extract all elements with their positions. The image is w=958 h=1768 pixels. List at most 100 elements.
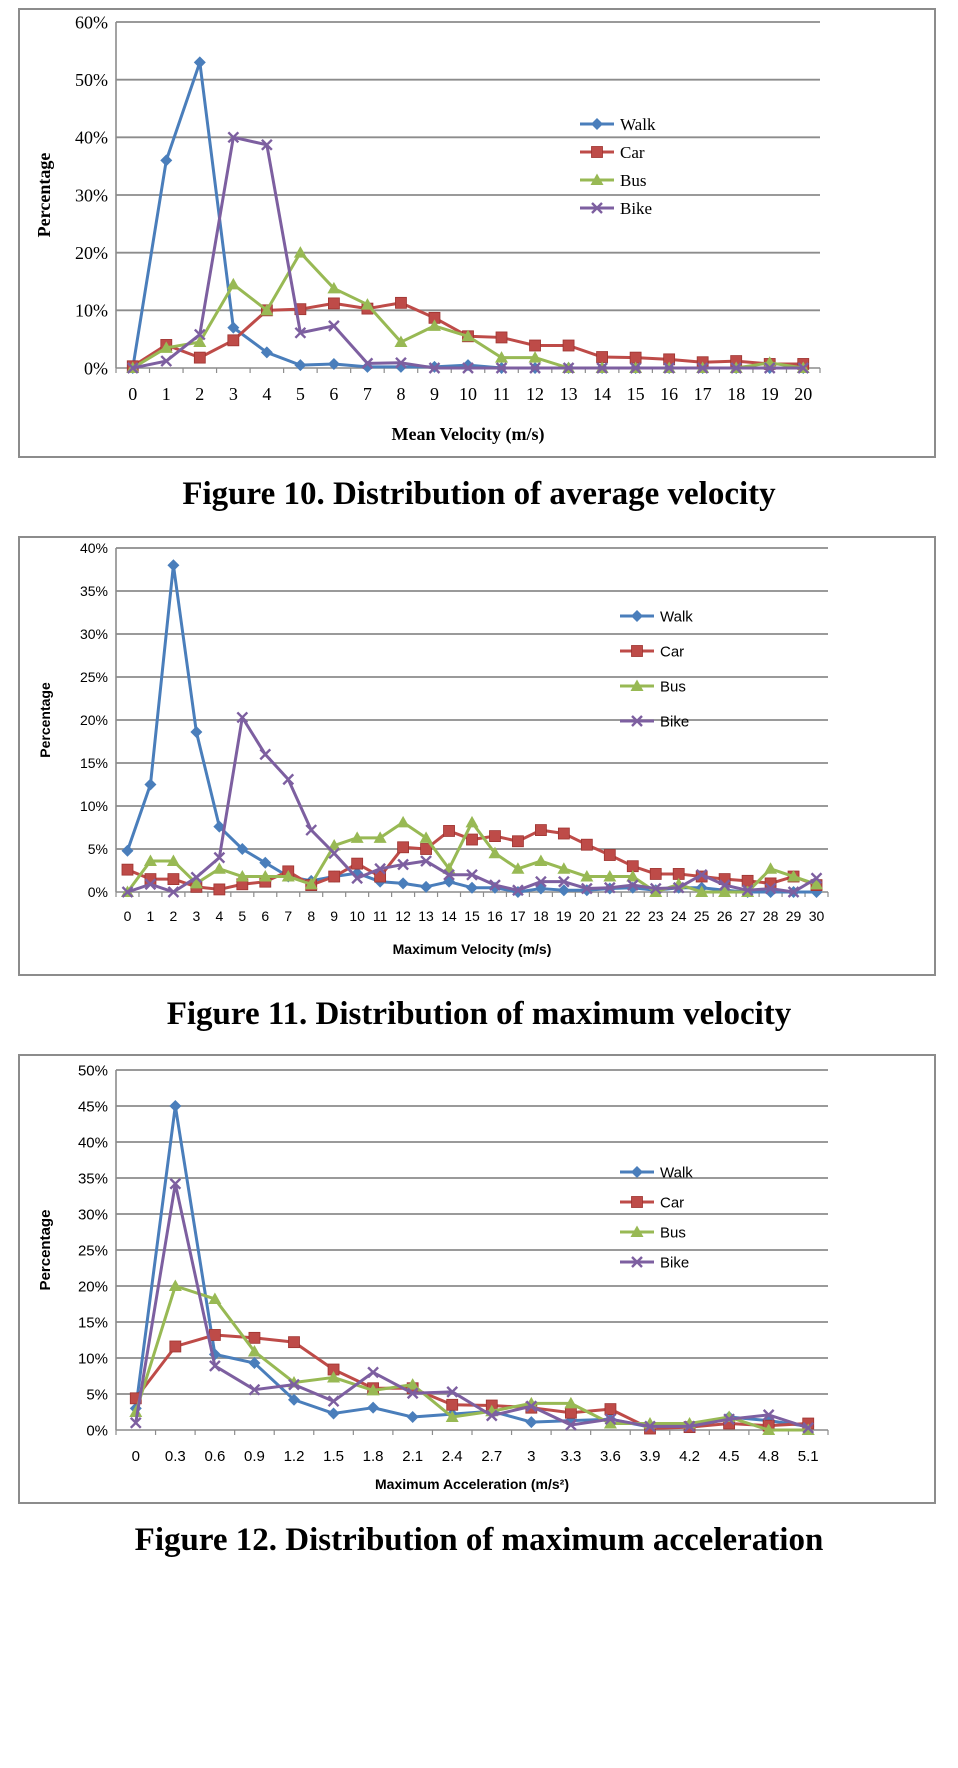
y-tick-label: 5% <box>86 1386 108 1403</box>
data-point-car <box>603 849 616 861</box>
data-point-bus <box>258 870 272 882</box>
legend-marker-bus <box>590 173 604 185</box>
data-point-bike <box>718 879 731 891</box>
data-point-bus <box>534 854 548 867</box>
data-point-car <box>193 351 206 364</box>
data-point-walk <box>169 1100 182 1112</box>
x-tick-label: 21 <box>602 908 618 924</box>
data-point-bike <box>672 881 685 894</box>
data-point-walk <box>294 359 307 372</box>
x-tick-label: 20 <box>579 908 595 924</box>
series-bike <box>126 131 810 374</box>
data-point-bus <box>810 877 824 890</box>
data-point-bus <box>419 831 433 843</box>
data-point-bus <box>396 815 410 828</box>
data-point-bike <box>512 884 524 897</box>
y-tick-label: 30% <box>75 185 108 205</box>
data-point-bike <box>282 773 295 786</box>
legend-marker-car <box>591 146 603 158</box>
data-point-bike <box>305 824 318 836</box>
x-tick-label: 1.8 <box>363 1448 384 1465</box>
x-tick-label: 8 <box>307 908 315 924</box>
data-point-bus <box>189 876 203 889</box>
x-tick-label: 5 <box>238 908 246 924</box>
x-tick-label: 1 <box>147 908 155 924</box>
data-point-walk <box>406 1411 419 1424</box>
series-walk <box>121 559 823 898</box>
data-point-bike <box>367 1366 379 1379</box>
y-tick-label: 10% <box>78 1350 108 1367</box>
x-tick-label: 8 <box>396 384 405 404</box>
x-tick-label: 3 <box>229 384 238 404</box>
data-point-bus <box>445 1410 459 1423</box>
data-point-car <box>512 835 524 848</box>
x-tick-label: 16 <box>660 384 678 404</box>
data-point-bike <box>730 362 743 374</box>
x-tick-label: 3.9 <box>640 1448 661 1465</box>
data-point-bus <box>260 303 274 316</box>
data-point-bus <box>159 341 173 353</box>
data-point-car <box>604 1403 617 1416</box>
chart-svg-maximum-velocity: 0%5%10%15%20%25%30%35%40%0 1 2 3 4 5 6 7 8 9 10 11 1… <box>37 540 829 957</box>
y-tick-label: 20% <box>80 712 108 728</box>
data-point-bus <box>168 1279 182 1291</box>
data-point-bus <box>580 870 594 882</box>
series-bus <box>120 815 824 897</box>
data-point-bike <box>294 326 307 339</box>
chart-svg-average-velocity: 0%10%20%30%40%50%60%0 1 2 3 4 5 6 7 8 9 10 11 12 13 14… <box>34 12 821 445</box>
data-point-bus <box>247 1345 261 1357</box>
x-tick-label: 9 <box>430 384 439 404</box>
data-point-walk <box>248 1357 261 1370</box>
data-point-walk <box>236 843 249 855</box>
data-point-bus <box>208 1292 222 1304</box>
data-point-bus <box>281 870 295 882</box>
x-tick-label: 2.7 <box>481 1448 502 1465</box>
x-tick-label: 17 <box>694 384 712 404</box>
data-point-walk <box>167 559 180 572</box>
x-tick-label: 12 <box>395 908 411 924</box>
data-point-bus <box>626 870 640 882</box>
y-tick-label: 20% <box>75 243 108 263</box>
data-point-car <box>649 868 662 880</box>
x-tick-label: 4 <box>215 908 223 924</box>
legend-marker-car <box>631 1196 643 1208</box>
legend-marker-bike <box>631 1256 643 1268</box>
data-point-bus <box>528 351 542 363</box>
x-tick-label: 30 <box>809 908 825 924</box>
x-tick-label: 0 <box>132 1448 140 1465</box>
data-point-car <box>529 339 541 352</box>
legend-marker-bus <box>630 1225 644 1237</box>
data-point-bike <box>626 879 639 891</box>
y-tick-label: 60% <box>75 12 108 32</box>
x-tick-label: 1 <box>162 384 171 404</box>
data-point-bike <box>810 872 823 885</box>
data-point-bike <box>209 1360 221 1372</box>
x-tick-label: 1.2 <box>284 1448 305 1465</box>
x-tick-label: 10 <box>349 908 365 924</box>
data-point-bike <box>802 1421 815 1434</box>
x-tick-label: 23 <box>648 908 664 924</box>
x-tick-label: 7 <box>284 908 292 924</box>
data-point-car <box>395 296 407 309</box>
y-axis-title: Percentage <box>37 1210 54 1291</box>
x-tick-label: 5.1 <box>798 1448 819 1465</box>
x-tick-label: 13 <box>560 384 578 404</box>
x-tick-label: 2.4 <box>442 1448 463 1465</box>
y-tick-label: 25% <box>78 1242 108 1259</box>
x-axis-title: Maximum Velocity (m/s) <box>393 941 552 957</box>
y-tick-label: 20% <box>78 1278 108 1295</box>
data-point-bike <box>741 884 754 897</box>
x-tick-label: 1.5 <box>323 1448 344 1465</box>
data-point-walk <box>288 1393 300 1406</box>
x-tick-label: 27 <box>740 908 756 924</box>
data-point-bus <box>193 335 207 348</box>
data-point-bike <box>213 851 226 864</box>
data-point-bus <box>488 846 502 859</box>
data-point-bike <box>580 882 593 895</box>
data-point-bus <box>695 885 709 897</box>
y-tick-label: 30% <box>78 1206 108 1223</box>
x-tick-label: 26 <box>717 908 733 924</box>
data-point-bike <box>420 855 432 867</box>
data-point-car <box>374 870 387 883</box>
data-point-bike <box>596 362 608 374</box>
